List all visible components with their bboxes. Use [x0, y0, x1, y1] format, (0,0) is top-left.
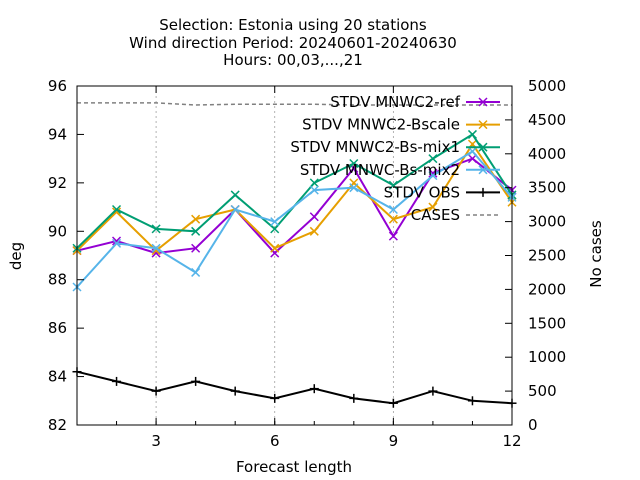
legend-label: STDV MNWC-Bs-mix2	[300, 161, 460, 179]
data-point	[428, 171, 438, 181]
data-point	[428, 202, 438, 212]
legend-label: STDV OBS	[384, 183, 460, 201]
data-point	[191, 243, 201, 253]
data-point	[112, 238, 122, 248]
axis-ticks: 3 6 9 12 82 84 86 88 90 92 94 96 0 500 1000 1500 2000 250…	[48, 77, 566, 450]
y2-axis-label: No cases	[587, 220, 605, 288]
x-axis-label: Forecast length	[236, 458, 352, 476]
data-point	[428, 168, 438, 178]
data-point	[388, 180, 398, 190]
data-point	[270, 224, 280, 234]
y2-tick-label: 5000	[528, 77, 566, 95]
legend-label: STDV MNWC2-Bs-mix1	[290, 138, 460, 156]
legend-entry-2: STDV MNWC2-Bs-mix1	[290, 138, 500, 156]
data-point	[230, 190, 240, 200]
title-line-3: Hours: 00,03,...,21	[223, 51, 363, 69]
y-tick-label: 96	[48, 77, 67, 95]
y2-tick-label: 500	[528, 382, 557, 400]
data-point	[388, 214, 398, 224]
data-point	[270, 217, 280, 227]
series-line	[77, 102, 512, 106]
data-point	[230, 204, 240, 215]
x-tick-label: 12	[502, 432, 521, 450]
y-tick-label: 92	[48, 174, 67, 192]
data-point	[309, 185, 319, 195]
y-tick-label: 86	[48, 319, 67, 337]
data-point	[112, 207, 122, 217]
legend-label: CASES	[411, 206, 460, 224]
x-tick-label: 9	[389, 432, 399, 450]
legend-entry-1: STDV MNWC2-Bscale	[302, 116, 500, 134]
y2-tick-label: 2000	[528, 280, 566, 298]
series-5	[77, 102, 512, 106]
data-point	[191, 267, 201, 277]
data-point	[428, 154, 438, 164]
data-point	[112, 236, 122, 246]
series-line	[76, 370, 513, 405]
y-axis-label: deg	[7, 242, 25, 270]
data-point	[151, 243, 161, 253]
data-point	[270, 243, 280, 253]
y2-tick-label: 3500	[528, 179, 566, 197]
legend: STDV MNWC2-ref STDV MNWC2-Bscale STDV MNWC…	[290, 93, 500, 224]
data-point	[388, 231, 398, 241]
data-point	[467, 146, 477, 156]
y-tick-label: 88	[48, 271, 67, 289]
legend-label: STDV MNWC2-ref	[330, 93, 460, 111]
data-point	[309, 226, 319, 236]
data-point	[191, 214, 201, 224]
x-tick-label: 3	[151, 432, 161, 450]
data-point	[309, 212, 319, 222]
data-point	[151, 224, 161, 234]
data-point	[112, 204, 122, 215]
legend-entry-4: STDV OBS	[384, 183, 500, 201]
plot-frame	[76, 85, 513, 426]
series-line	[76, 142, 513, 253]
y-tick-label: 90	[48, 222, 67, 240]
legend-entry-3: STDV MNWC-Bs-mix2	[300, 161, 500, 179]
y2-tick-label: 4500	[528, 111, 566, 129]
y-tick-label: 84	[48, 368, 67, 386]
data-point	[151, 246, 161, 256]
y-tick-label: 94	[48, 125, 67, 143]
legend-marker	[478, 142, 488, 152]
legend-marker	[478, 120, 488, 130]
y2-tick-label: 2500	[528, 247, 566, 265]
title-line-2: Wind direction Period: 20240601-20240630	[129, 34, 457, 52]
y2-tick-label: 4000	[528, 145, 566, 163]
legend-marker	[478, 165, 488, 175]
legend-entry-0: STDV MNWC2-ref	[330, 93, 500, 111]
x-tick-label: 6	[270, 432, 280, 450]
y2-tick-label: 1500	[528, 314, 566, 332]
y2-tick-label: 3000	[528, 213, 566, 231]
series-line	[76, 150, 513, 288]
data-point	[349, 158, 359, 169]
y2-tick-label: 1000	[528, 348, 566, 366]
data-point	[191, 226, 201, 236]
x-grid-lines	[155, 86, 394, 425]
y-tick-label: 82	[48, 416, 67, 434]
legend-entry-5: CASES	[411, 206, 500, 224]
data-point	[349, 183, 359, 193]
legend-marker	[478, 97, 488, 107]
title-line-1: Selection: Estonia using 20 stations	[159, 16, 427, 34]
y2-tick-label: 0	[528, 416, 538, 434]
data-point	[467, 129, 477, 139]
data-point	[309, 178, 319, 188]
chart-title: Selection: Estonia using 20 stations Win…	[129, 16, 457, 69]
series-4	[72, 367, 517, 408]
data-point	[388, 204, 398, 215]
legend-label: STDV MNWC2-Bscale	[302, 116, 460, 134]
